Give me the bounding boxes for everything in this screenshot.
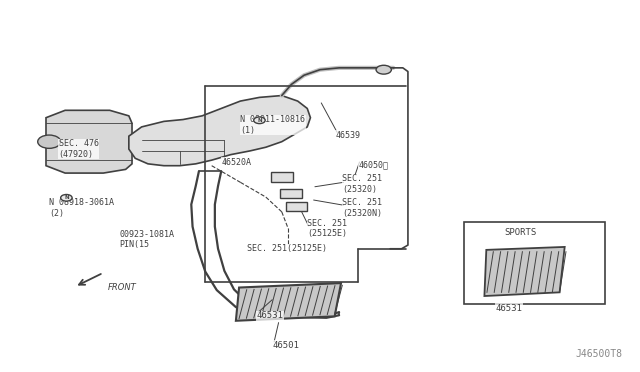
- Text: SEC. 251
(25320): SEC. 251 (25320): [342, 174, 382, 194]
- Text: 46531: 46531: [495, 304, 522, 313]
- Text: SEC. 251(25125E): SEC. 251(25125E): [246, 244, 326, 253]
- Text: J46500T8: J46500T8: [576, 349, 623, 359]
- FancyBboxPatch shape: [285, 202, 307, 211]
- FancyBboxPatch shape: [464, 222, 605, 304]
- Text: N: N: [257, 118, 262, 123]
- Polygon shape: [484, 247, 564, 296]
- Polygon shape: [236, 283, 341, 321]
- FancyBboxPatch shape: [271, 172, 292, 182]
- Circle shape: [61, 195, 72, 201]
- Text: FRONT: FRONT: [108, 283, 137, 292]
- Text: 00923-1081A
PIN(15: 00923-1081A PIN(15: [119, 230, 174, 249]
- Text: 46050④: 46050④: [358, 160, 388, 169]
- Text: SPORTS: SPORTS: [505, 228, 537, 237]
- Text: 46539: 46539: [336, 131, 361, 140]
- Text: N: N: [64, 195, 68, 200]
- Circle shape: [38, 135, 61, 148]
- Text: N 08918-3061A
(2): N 08918-3061A (2): [49, 198, 114, 218]
- Text: 46501: 46501: [272, 341, 299, 350]
- Polygon shape: [129, 96, 310, 166]
- Text: SEC. 251
(25320N): SEC. 251 (25320N): [342, 198, 382, 218]
- Circle shape: [253, 117, 265, 124]
- FancyBboxPatch shape: [280, 189, 302, 198]
- Text: N 08911-10816
(1): N 08911-10816 (1): [241, 115, 305, 135]
- Text: SEC. 476
(47920): SEC. 476 (47920): [59, 140, 99, 159]
- Circle shape: [376, 65, 392, 74]
- Text: 46520A: 46520A: [221, 157, 252, 167]
- Polygon shape: [46, 110, 132, 173]
- Text: 46531: 46531: [256, 311, 283, 320]
- Text: SEC. 251
(25125E): SEC. 251 (25125E): [307, 219, 348, 238]
